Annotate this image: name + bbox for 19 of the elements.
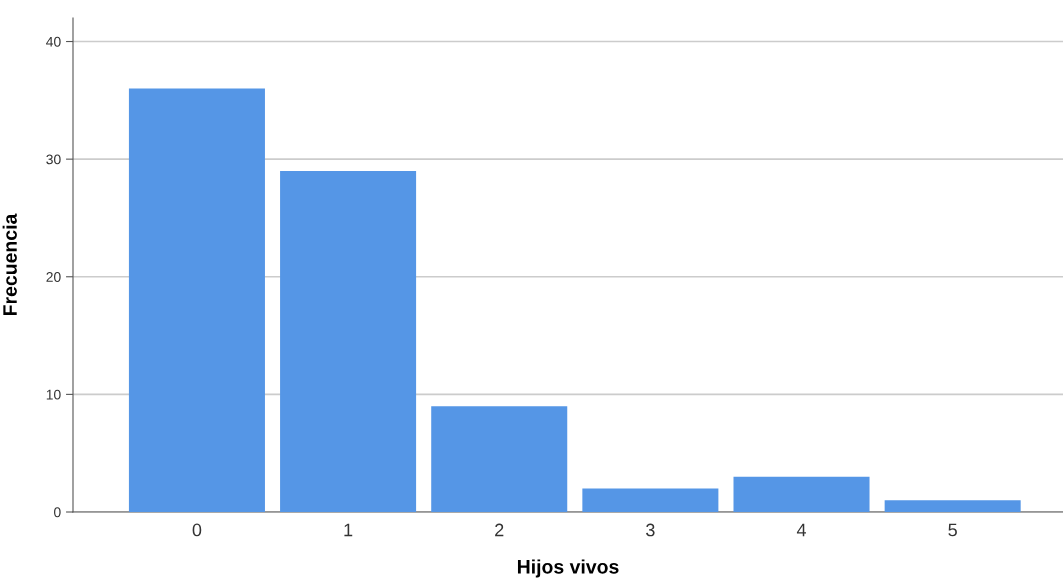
bar [431, 406, 568, 512]
bar [884, 500, 1021, 512]
y-tick-label: 0 [54, 507, 61, 518]
y-tick-label: 20 [46, 272, 61, 282]
y-axis-title: Frecuencia [2, 213, 17, 316]
y-tick-label: 40 [46, 36, 61, 47]
y-tick-label: 10 [46, 389, 61, 400]
x-axis-title: Hijos vivos [517, 559, 619, 578]
x-tick-label: 4 [796, 523, 807, 537]
x-tick-label: 2 [495, 523, 504, 537]
bar [582, 488, 719, 512]
bar [128, 88, 265, 512]
bar [280, 170, 417, 512]
bar [733, 476, 870, 512]
x-tick-label: 0 [192, 523, 202, 537]
x-tick-label: 1 [344, 523, 353, 537]
y-tick-label: 30 [46, 154, 61, 165]
x-tick-label: 5 [948, 523, 957, 537]
x-tick-label: 3 [646, 523, 655, 537]
